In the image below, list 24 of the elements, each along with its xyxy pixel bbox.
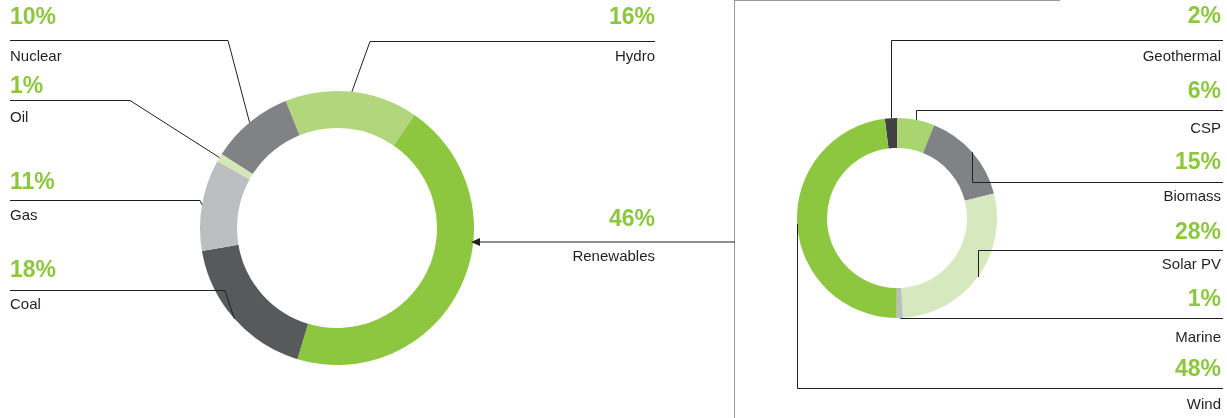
slice-label: Wind <box>1186 395 1221 413</box>
slice-label: Biomass <box>1163 187 1221 205</box>
slice-label: Gas <box>10 206 38 224</box>
slice-label: Hydro <box>614 47 655 65</box>
data-label: 28% <box>1174 218 1221 245</box>
data-label: 6% <box>1187 77 1221 104</box>
slice-label: Geothermal <box>1142 47 1221 65</box>
data-label: 1% <box>1187 285 1221 312</box>
data-label: 48% <box>1174 355 1221 382</box>
slice-label: CSP <box>1190 119 1221 137</box>
data-label: 15% <box>1174 148 1221 175</box>
slice-label: Renewables <box>572 247 655 265</box>
slice-label: Oil <box>10 108 29 126</box>
slice-label: Nuclear <box>10 47 62 65</box>
data-label: 18% <box>10 256 57 283</box>
slice-label: Solar PV <box>1161 255 1221 273</box>
data-label: 46% <box>608 205 655 232</box>
data-label: 10% <box>10 3 57 30</box>
data-label: 11% <box>10 168 55 195</box>
data-label: 16% <box>608 3 655 30</box>
data-label: 2% <box>1187 2 1221 29</box>
data-label: 1% <box>10 72 44 99</box>
slice-label: Coal <box>10 295 41 313</box>
slice-label: Marine <box>1175 328 1221 346</box>
